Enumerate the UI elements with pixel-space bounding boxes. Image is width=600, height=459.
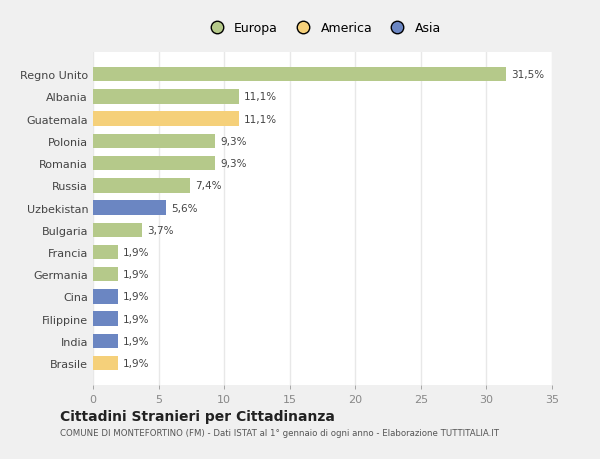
Text: 9,3%: 9,3%	[220, 159, 247, 169]
Bar	[93, 356, 118, 370]
Bar	[93, 245, 118, 260]
Text: 3,7%: 3,7%	[147, 225, 173, 235]
Text: 7,4%: 7,4%	[195, 181, 222, 191]
Bar	[93, 157, 215, 171]
Bar	[93, 90, 239, 105]
Text: 9,3%: 9,3%	[220, 137, 247, 146]
Text: 1,9%: 1,9%	[123, 247, 149, 257]
Bar	[93, 112, 239, 127]
Text: 5,6%: 5,6%	[172, 203, 198, 213]
Bar	[93, 223, 142, 237]
Text: Cittadini Stranieri per Cittadinanza: Cittadini Stranieri per Cittadinanza	[60, 409, 335, 423]
Bar	[93, 334, 118, 348]
Text: 31,5%: 31,5%	[511, 70, 544, 80]
Bar	[93, 179, 190, 193]
Legend: Europa, America, Asia: Europa, America, Asia	[204, 22, 441, 35]
Text: 1,9%: 1,9%	[123, 269, 149, 280]
Text: 1,9%: 1,9%	[123, 358, 149, 368]
Bar	[93, 134, 215, 149]
Text: 11,1%: 11,1%	[244, 92, 277, 102]
Bar	[93, 268, 118, 282]
Bar	[93, 290, 118, 304]
Bar	[93, 312, 118, 326]
Bar	[93, 201, 166, 215]
Text: COMUNE DI MONTEFORTINO (FM) - Dati ISTAT al 1° gennaio di ogni anno - Elaborazio: COMUNE DI MONTEFORTINO (FM) - Dati ISTAT…	[60, 428, 499, 437]
Text: 1,9%: 1,9%	[123, 314, 149, 324]
Bar	[93, 68, 506, 82]
Text: 1,9%: 1,9%	[123, 336, 149, 346]
Text: 1,9%: 1,9%	[123, 292, 149, 302]
Text: 11,1%: 11,1%	[244, 114, 277, 124]
